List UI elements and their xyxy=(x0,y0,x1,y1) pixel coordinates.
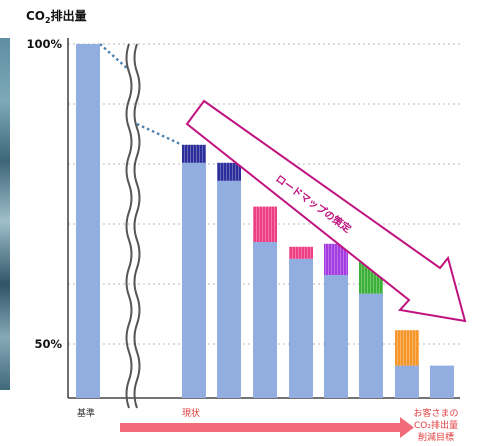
reduction-hatch-1 xyxy=(182,144,206,163)
bar-0 xyxy=(76,44,100,398)
reduction-hatch-2 xyxy=(217,162,241,181)
x-label-target-line1: お客さまの xyxy=(413,407,458,419)
bar-4 xyxy=(289,258,313,398)
y-tick-label-1: 50% xyxy=(34,337,62,351)
reduction-hatch-4 xyxy=(289,246,313,259)
connector-top xyxy=(99,43,130,71)
background-photo-strip xyxy=(0,38,10,390)
bottom-arrow xyxy=(120,417,414,438)
x-label-target: お客さまの CO₂排出量 削減目標 xyxy=(413,407,458,443)
y-axis-title: CO2排出量 xyxy=(26,8,87,25)
x-label-baseline: 基準 xyxy=(77,407,95,419)
roadmap-arrow xyxy=(185,99,467,323)
dotted-connector xyxy=(99,43,183,146)
y-axis-ticks: 100% 50% xyxy=(26,37,62,351)
bar-6 xyxy=(359,293,383,398)
connector-bottom xyxy=(136,122,183,146)
bars xyxy=(76,44,454,398)
x-label-target-line3: 削減目標 xyxy=(418,431,454,443)
x-label-target-line2: CO₂排出量 xyxy=(414,419,458,431)
bar-1 xyxy=(182,162,206,398)
axis-break-squiggle xyxy=(125,43,141,409)
bar-3 xyxy=(253,242,277,398)
reduction-hatch-7 xyxy=(395,330,419,366)
bar-7 xyxy=(395,365,419,398)
bar-2 xyxy=(217,180,241,398)
y-tick-label-0: 100% xyxy=(26,37,62,51)
bar-8 xyxy=(430,365,454,398)
reduction-hatch-3 xyxy=(253,206,277,242)
bar-5 xyxy=(324,275,348,398)
x-label-current: 現状 xyxy=(182,407,200,419)
